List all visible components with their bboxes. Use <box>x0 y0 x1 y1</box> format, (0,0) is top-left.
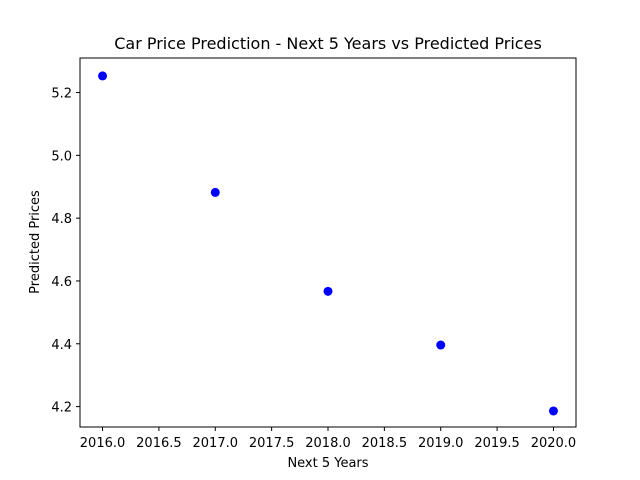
y-axis: 4.2 4.4 4.6 4.8 5.0 5.2 <box>51 87 80 416</box>
data-point <box>98 71 108 81</box>
plot-area <box>79 57 577 428</box>
x-tick-label: 2019.0 <box>418 436 464 451</box>
y-tick-label: 5.2 <box>51 87 72 102</box>
x-tick-label: 2018.0 <box>305 436 351 451</box>
y-tick-label: 4.4 <box>51 338 72 353</box>
x-axis: 2016.0 2016.5 2017.0 2017.5 2018.0 2018.5 2019… <box>80 427 576 451</box>
data-point <box>436 340 446 350</box>
y-axis-label: Predicted Prices <box>28 190 43 294</box>
y-tick-label: 4.2 <box>51 401 72 416</box>
y-tick-label: 4.6 <box>51 275 72 290</box>
x-axis-label: Next 5 Years <box>287 456 368 471</box>
x-tick-label: 2019.5 <box>474 436 520 451</box>
data-point <box>548 406 558 416</box>
x-tick-label: 2020.0 <box>531 436 577 451</box>
x-tick-label: 2018.5 <box>362 436 408 451</box>
y-tick-label: 4.8 <box>51 212 72 227</box>
data-point <box>323 286 333 296</box>
x-tick-label: 2016.5 <box>136 436 182 451</box>
data-points <box>98 71 558 416</box>
chart-title: Car Price Prediction - Next 5 Years vs P… <box>114 34 542 53</box>
data-point <box>210 187 220 197</box>
x-tick-label: 2016.0 <box>80 436 126 451</box>
x-tick-label: 2017.5 <box>249 436 295 451</box>
x-tick-label: 2017.0 <box>193 436 239 451</box>
y-tick-label: 5.0 <box>51 149 72 164</box>
